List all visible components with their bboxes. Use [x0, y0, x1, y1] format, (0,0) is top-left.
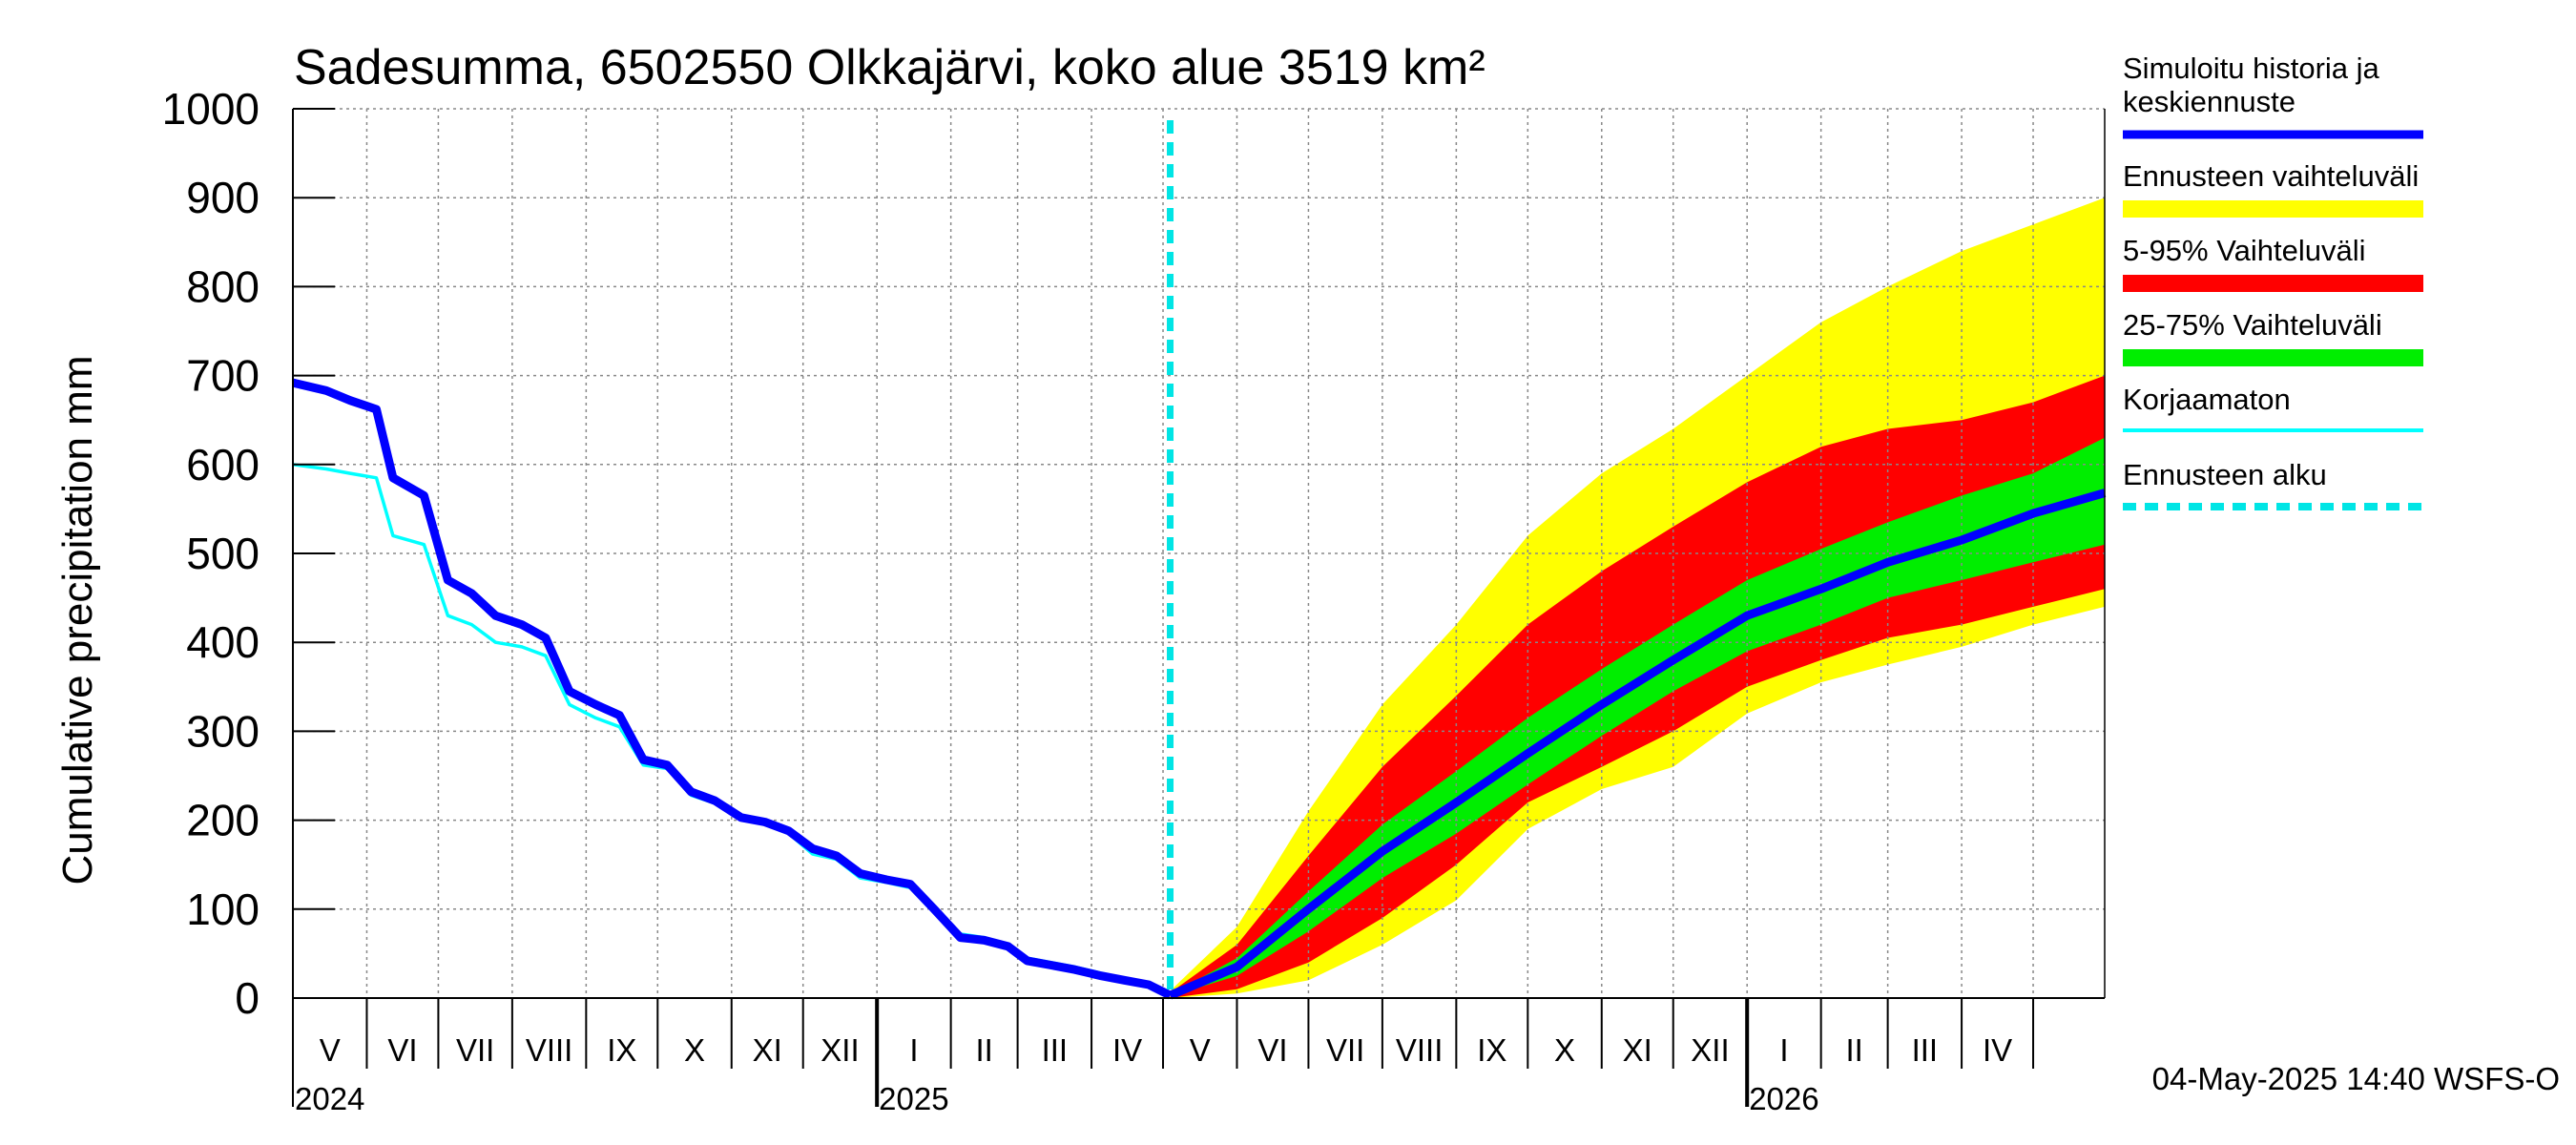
x-axis: V VI VII VIII IX X XI XII I II III IV V VI VII VIII IX X X…	[292, 998, 2035, 1116]
month-label: VII	[456, 1032, 494, 1068]
legend-label: 25-75% Vaihteluväli	[2123, 308, 2382, 342]
month-label: IX	[1477, 1032, 1506, 1068]
year-label: 2026	[1749, 1081, 1818, 1116]
month-label: XII	[821, 1032, 859, 1068]
y-axis: 0 100 200 300 400 500 600 700 800 900 1000	[162, 84, 335, 1023]
month-label: XII	[1691, 1032, 1729, 1068]
legend-swatch	[2123, 349, 2423, 366]
month-label: III	[1042, 1032, 1069, 1068]
month-label: I	[1779, 1032, 1788, 1068]
month-label: XI	[753, 1032, 782, 1068]
month-label: VIII	[1396, 1032, 1444, 1068]
legend-swatch	[2123, 200, 2423, 218]
y-tick-label: 0	[235, 973, 260, 1023]
y-tick-label: 900	[186, 173, 260, 222]
y-axis-label: Cumulative precipitation mm	[54, 355, 101, 885]
month-label: III	[1912, 1032, 1939, 1068]
legend-label: keskiennuste	[2123, 85, 2296, 118]
month-label: VII	[1326, 1032, 1364, 1068]
series-lines	[291, 120, 2107, 1000]
month-label: V	[1190, 1032, 1211, 1068]
month-label: I	[909, 1032, 918, 1068]
month-label: V	[320, 1032, 341, 1068]
month-label: IV	[1983, 1032, 2012, 1068]
y-tick-label: 100	[186, 885, 260, 934]
y-tick-label: 300	[186, 706, 260, 756]
month-label: VI	[387, 1032, 417, 1068]
y-tick-label: 700	[186, 351, 260, 401]
y-tick-label: 200	[186, 796, 260, 845]
legend-label: Korjaamaton	[2123, 383, 2291, 416]
legend-swatch	[2123, 275, 2423, 292]
month-label: IV	[1112, 1032, 1142, 1068]
y-tick-label: 600	[186, 440, 260, 489]
timestamp: 04-May-2025 14:40 WSFS-O	[2152, 1061, 2560, 1096]
month-label: XI	[1623, 1032, 1652, 1068]
y-tick-label: 1000	[162, 84, 260, 134]
legend-label: 5-95% Vaihteluväli	[2123, 234, 2365, 267]
month-label: VIII	[526, 1032, 573, 1068]
month-label: IX	[607, 1032, 636, 1068]
legend-label: Simuloitu historia ja	[2123, 52, 2380, 85]
y-tick-label: 500	[186, 529, 260, 578]
month-label: II	[975, 1032, 992, 1068]
grid	[293, 108, 2105, 998]
series-forecast-mean	[1168, 489, 2107, 1000]
y-tick-label: 400	[186, 617, 260, 667]
series-simulated-history	[291, 378, 1173, 1000]
legend-label: Ennusteen alku	[2123, 458, 2327, 491]
band-3	[1170, 437, 2105, 997]
year-label: 2025	[879, 1081, 948, 1116]
year-label: 2024	[295, 1081, 364, 1116]
month-label: II	[1845, 1032, 1862, 1068]
y-tick-label: 800	[186, 261, 260, 311]
month-label: X	[1554, 1032, 1575, 1068]
legend-label: Ennusteen vaihteluväli	[2123, 159, 2419, 193]
month-label: X	[684, 1032, 705, 1068]
chart-title: Sadesumma, 6502550 Olkkajärvi, koko alue…	[294, 40, 1485, 95]
month-label: VI	[1257, 1032, 1287, 1068]
